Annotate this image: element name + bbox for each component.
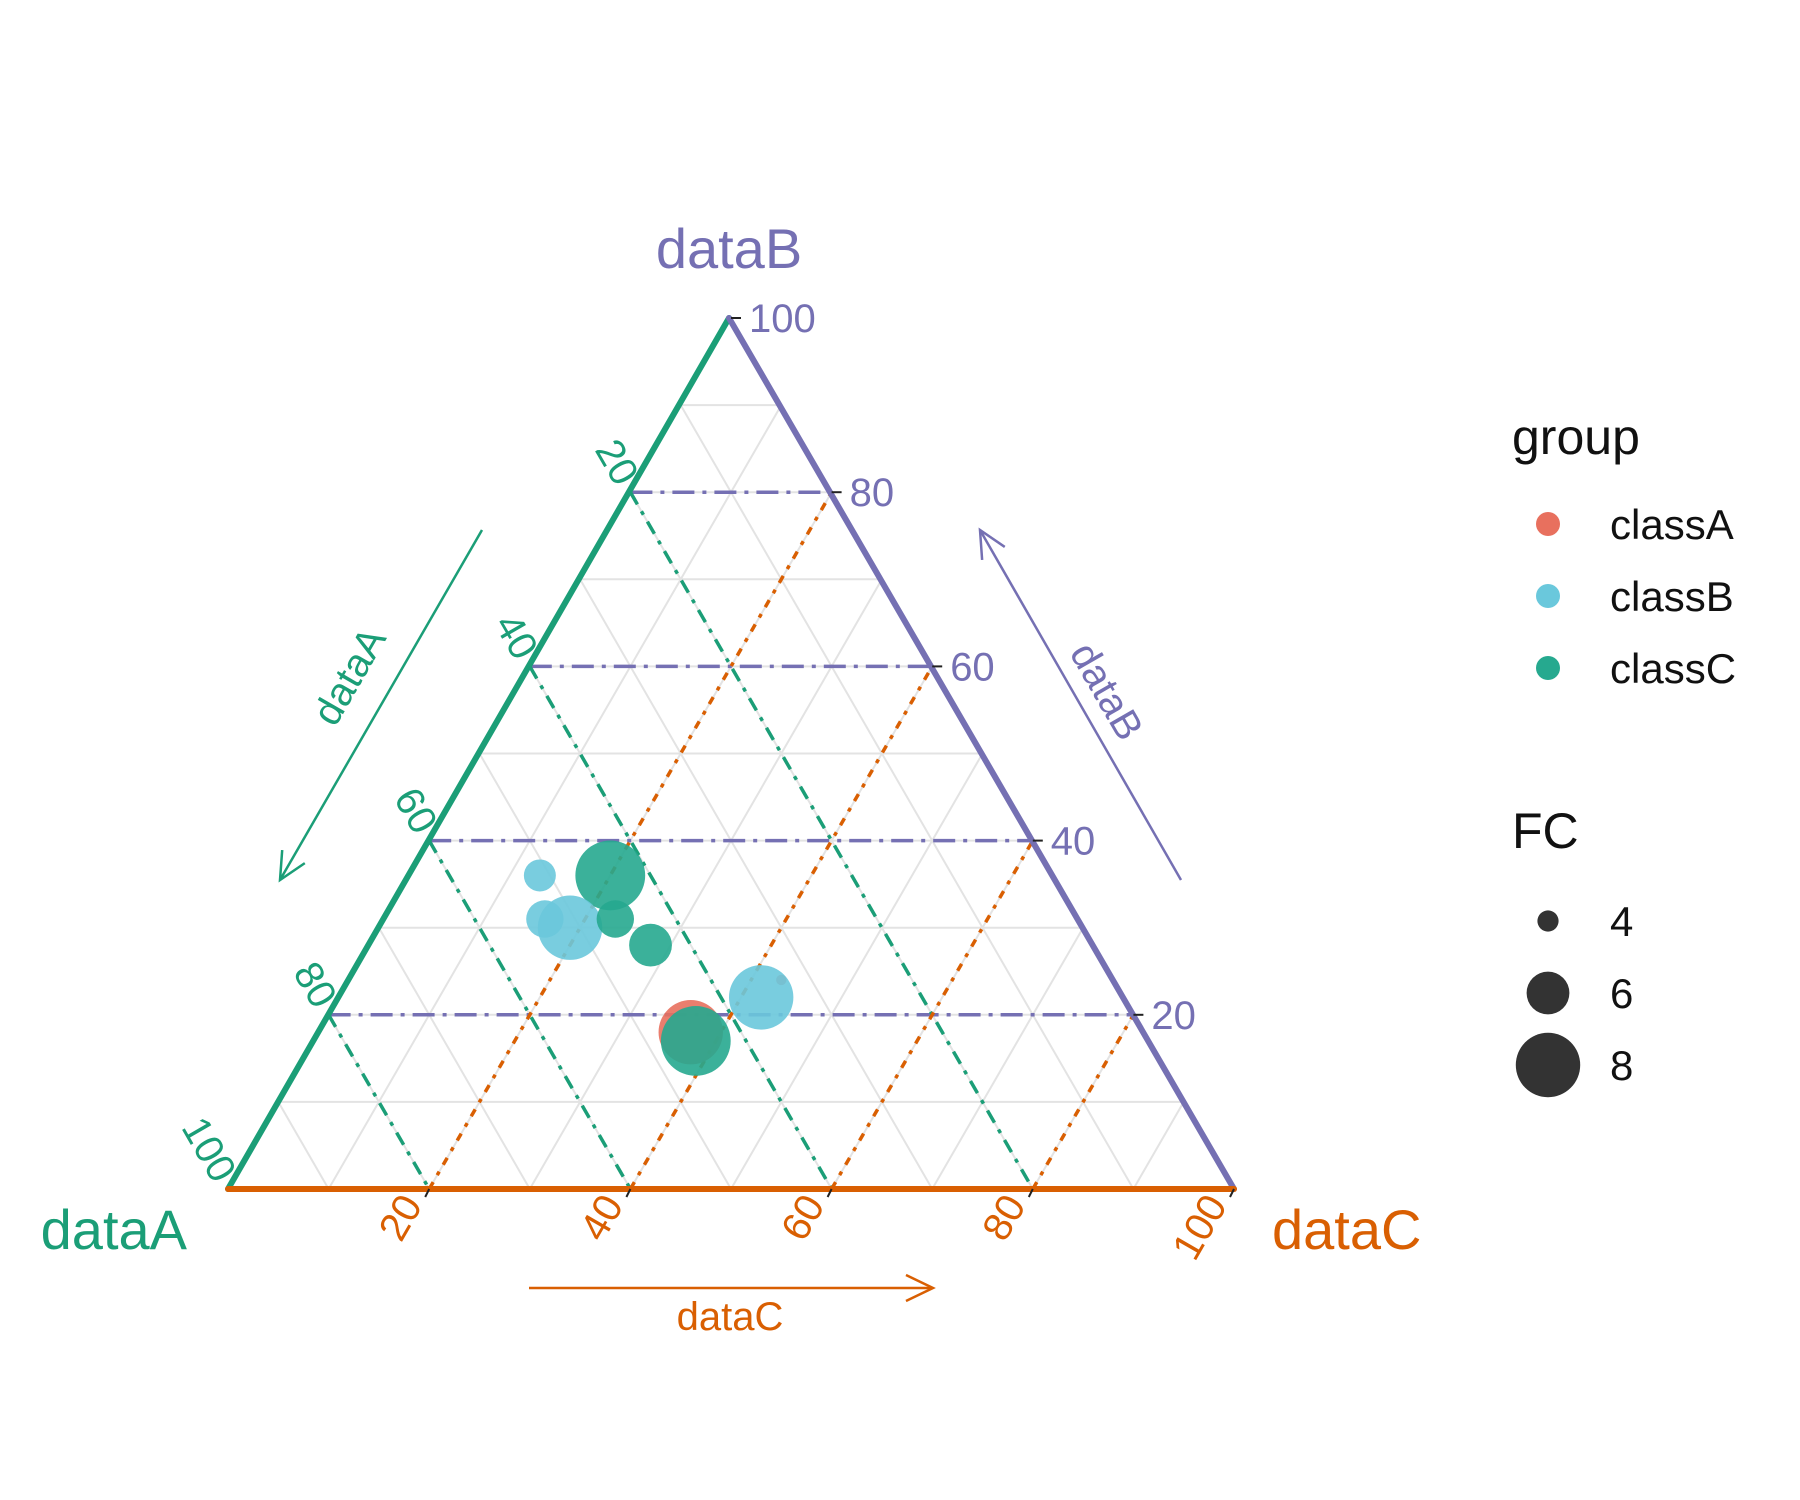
point-classC <box>575 840 646 911</box>
legend: group classA classB classC FC 4 6 8 <box>1512 409 1736 1098</box>
ref-line-dataC <box>1031 1013 1135 1190</box>
legend-label-classB: classB <box>1610 573 1734 620</box>
tick-label-dataC: 60 <box>773 1188 833 1249</box>
arrow-dataA-head <box>278 849 306 883</box>
tick-label-dataB: 20 <box>1151 994 1196 1038</box>
axis-title-dataA: dataA <box>41 1198 188 1261</box>
grid-line <box>579 578 934 1190</box>
grid-line <box>679 404 1135 1190</box>
point-classC <box>660 1006 731 1076</box>
grid-line <box>327 404 783 1190</box>
reference-lines <box>327 490 1135 1190</box>
grid-line <box>378 927 531 1190</box>
ref-line-dataA <box>628 491 1035 1190</box>
grid-line <box>327 1014 431 1190</box>
legend-size-swatch <box>1515 1032 1581 1098</box>
ref-line-dataC <box>628 665 934 1190</box>
arrow-label-dataB: dataB <box>1061 635 1151 748</box>
legend-label-classC: classC <box>1610 645 1736 692</box>
arrow-label-dataC: dataC <box>677 1295 784 1339</box>
point-classB <box>537 895 603 960</box>
legend-size-label: 6 <box>1610 970 1633 1017</box>
tick-mark <box>826 1188 833 1198</box>
arrow-label-dataA: dataA <box>305 620 396 733</box>
axis-titles: dataB dataA dataC <box>41 217 1422 1261</box>
triangle-edges <box>225 315 1237 1192</box>
tick-label-dataB: 40 <box>1051 820 1096 864</box>
edge-dataB <box>726 315 1237 1192</box>
tick-label-dataC: 100 <box>1164 1188 1235 1268</box>
tick-label-dataB: 80 <box>850 471 895 515</box>
tick-label-dataC: 40 <box>572 1188 632 1249</box>
tick-label-dataA: 20 <box>586 432 646 493</box>
grid-line <box>528 578 883 1190</box>
legend-swatch-classB <box>1536 584 1560 608</box>
arrow-dataB-head <box>978 527 1006 561</box>
tick-label-dataC: 80 <box>974 1188 1034 1249</box>
edge-dataA <box>225 315 732 1192</box>
arrow-dataC-head <box>905 1273 936 1303</box>
tick-mark <box>424 1188 431 1198</box>
grid-line <box>1132 1101 1185 1190</box>
ref-line-dataC <box>830 839 1035 1190</box>
data-points <box>523 840 794 1076</box>
tick-label-dataB: 60 <box>950 645 995 689</box>
legend-title-fc: FC <box>1512 803 1579 859</box>
legend-title-group: group <box>1512 409 1640 465</box>
point-classC <box>629 923 672 967</box>
arrow-dataA-shaft <box>278 529 484 881</box>
legend-size-swatch <box>1537 910 1559 932</box>
legend-swatch-classC <box>1536 656 1560 680</box>
axis-title-dataB: dataB <box>656 217 802 280</box>
tick-label-dataB: 100 <box>749 297 816 341</box>
tick-mark <box>1027 1188 1034 1198</box>
tick-mark <box>625 1188 632 1198</box>
grid-line <box>478 752 732 1190</box>
grid-line <box>931 927 1084 1190</box>
point-classC <box>596 900 635 938</box>
point-classB <box>523 859 556 892</box>
tick-mark <box>1229 1188 1235 1198</box>
grid-line <box>277 1101 330 1190</box>
legend-swatch-classA <box>1536 512 1560 536</box>
legend-size-label: 8 <box>1610 1042 1633 1089</box>
axis-title-dataC: dataC <box>1272 1198 1421 1261</box>
legend-size-swatch <box>1526 971 1570 1015</box>
point-classB <box>728 965 794 1030</box>
tick-label-dataA: 40 <box>486 606 546 667</box>
legend-label-classA: classA <box>1610 501 1734 548</box>
tick-label-dataC: 20 <box>371 1188 431 1249</box>
legend-size-label: 4 <box>1610 898 1633 945</box>
arrow-dataB-shaft <box>978 529 1183 881</box>
grid-line <box>730 752 984 1190</box>
